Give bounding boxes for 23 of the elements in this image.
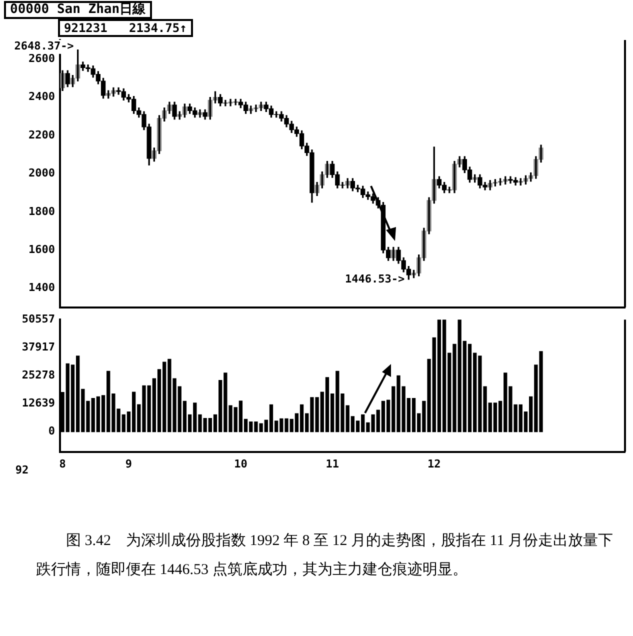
y-tick-label: 50557 xyxy=(22,312,55,326)
y-tick-label: 2000 xyxy=(28,166,55,180)
y-tick-label: 2600 xyxy=(28,52,55,65)
text: 92 xyxy=(15,463,29,476)
y-tick-label: 12639 xyxy=(22,396,55,410)
y-tick-label: 0 xyxy=(48,424,55,438)
annotation: 2648.37-> xyxy=(14,40,74,53)
x-tick-label: 10 xyxy=(234,457,248,470)
y-tick-label: 2400 xyxy=(28,90,55,104)
x-tick-label: 11 xyxy=(326,457,340,470)
y-tick-label: 1800 xyxy=(28,204,55,218)
y-tick-label: 25278 xyxy=(22,368,55,382)
caption: 图 3.42 为深圳成份股指数 1992 年 8 至 12 月的走势图，股指在 11 月份走出放量下跌行情，随即便在 1446.53 点筑底成功，其为主力建仓痕迹明显。 xyxy=(36,532,614,580)
chart-title: 00000 San Zhan日線 xyxy=(4,1,152,19)
annotation: 1446.53-> xyxy=(345,272,406,286)
x-tick-label: 12 xyxy=(427,457,441,470)
y-tick-label: 37917 xyxy=(22,340,55,354)
y-tick-label: 2200 xyxy=(28,128,55,142)
y-tick-label: 1400 xyxy=(28,281,55,294)
x-tick-label: 9 xyxy=(125,457,132,470)
text: 921231 2134.75↑ xyxy=(58,19,193,37)
x-tick-label: 8 xyxy=(59,457,66,470)
y-tick-label: 1600 xyxy=(28,242,55,256)
